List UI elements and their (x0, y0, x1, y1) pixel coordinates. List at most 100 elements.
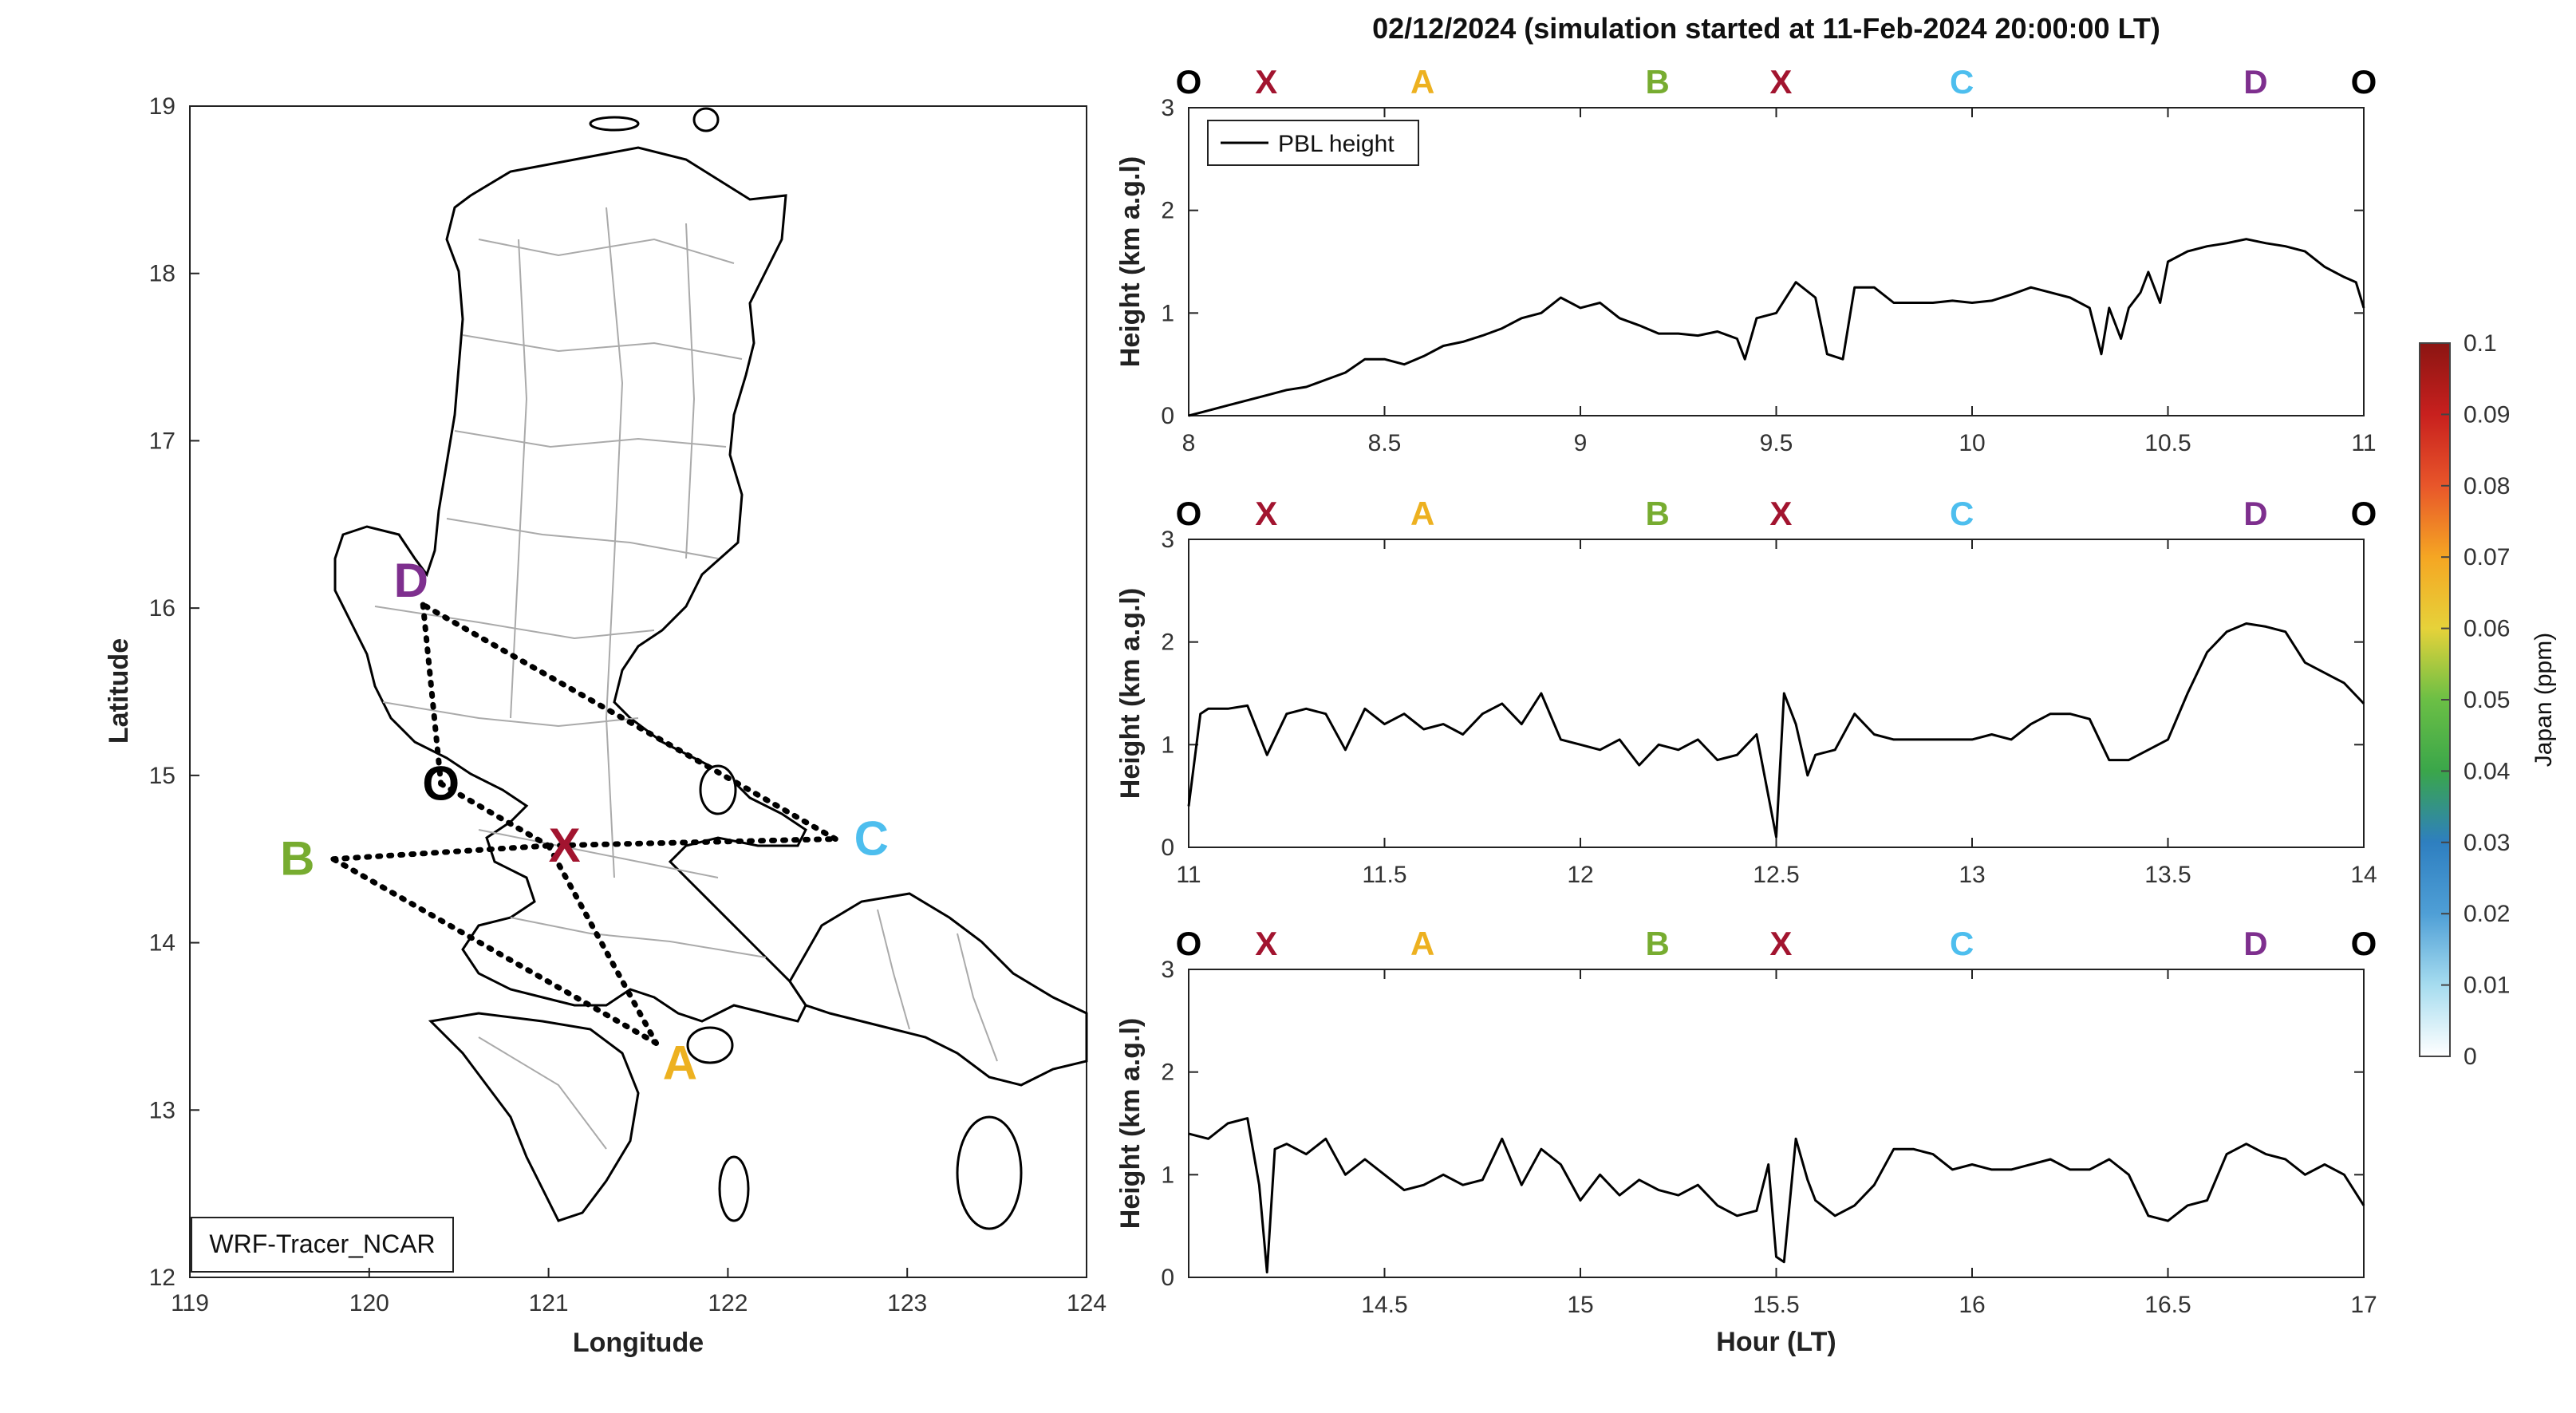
route-line-d-o (420, 602, 444, 787)
panel-x-tick-label: 16.5 (2144, 1292, 2191, 1318)
panel-y-tick-label: 0 (1161, 835, 1174, 861)
segment-label-c: C (1950, 63, 1974, 101)
map-x-tick-label: 119 (171, 1290, 209, 1316)
panel-y-tick-label: 2 (1161, 1060, 1174, 1086)
panel-x-tick-label: 9.5 (1760, 430, 1793, 456)
route-lines (330, 602, 838, 1046)
colorbar: 0 0.01 0.02 0.03 0.04 0.05 0.06 0.07 0.08 0.09 0.1… (2419, 330, 2557, 1070)
colorbar-tick-label: 0 (2464, 1044, 2477, 1070)
map-y-tick-label: 14 (149, 930, 176, 957)
panel-y-label: Height (km a.g.l) (1115, 156, 1146, 367)
figure-title: 02/12/2024 (simulation started at 11-Feb… (1372, 12, 2160, 45)
map-y-tick-label: 18 (149, 261, 176, 287)
colorbar-tick-label: 0.02 (2464, 901, 2510, 927)
map-y-tick-label: 19 (149, 93, 176, 120)
panel-x-tick-label: 8 (1182, 430, 1196, 456)
panel-y-tick-label: 0 (1161, 1265, 1174, 1291)
source-label: WRF-Tracer_NCAR (209, 1229, 435, 1258)
bicol-peninsula-shape (788, 892, 1088, 1087)
panel-axes-box (1188, 539, 2365, 848)
map-y-tick-label: 16 (149, 595, 176, 622)
map-y-tick-label: 15 (149, 763, 176, 789)
panel-y-tick-label: 2 (1161, 198, 1174, 224)
route-point-labels: O X A B C D (280, 554, 889, 1089)
colorbar-tick-label: 0.09 (2464, 401, 2510, 428)
panel-y-tick-label: 2 (1161, 630, 1174, 656)
segment-label-x: X (1769, 63, 1792, 101)
map-landmass (333, 107, 1088, 1230)
segment-label-a: A (1410, 495, 1434, 532)
segment-label-x: X (1769, 495, 1792, 532)
colorbar-label: Japan (ppm) (2531, 633, 2557, 767)
route-line-c-d (420, 602, 838, 843)
pbl-panel-3: O X A B X C D O 14.5 15 15.5 16 16.5 17 0 1 2 3 Height (km… (1115, 925, 2377, 1357)
segment-label-c: C (1950, 495, 1974, 532)
segment-label-x: X (1255, 925, 1277, 962)
panel-x-tick-label: 15.5 (1753, 1292, 1799, 1318)
route-point-x: X (549, 819, 581, 872)
segment-label-a: A (1410, 63, 1434, 101)
panel-x-tick-label: 16 (1959, 1292, 1985, 1318)
route-point-a: A (663, 1036, 697, 1089)
segment-label-b: B (1646, 63, 1670, 101)
panel-y-label: Height (km a.g.l) (1115, 1018, 1146, 1229)
panel-x-tick-label: 10 (1959, 430, 1985, 456)
map-y-tick-label: 17 (149, 428, 176, 454)
island-shape (956, 1115, 1023, 1230)
panel-x-tick-label: 13.5 (2144, 862, 2191, 888)
route-line-x-c (546, 836, 838, 849)
island-shape (686, 1026, 734, 1064)
segment-label-a: A (1410, 925, 1434, 962)
map-x-label: Longitude (573, 1328, 704, 1358)
panel-x-label: Hour (LT) (1716, 1327, 1836, 1357)
map-x-tick-label: 120 (349, 1290, 389, 1316)
segment-label-o: O (2351, 63, 2377, 101)
panel-y-tick-label: 3 (1161, 957, 1174, 983)
colorbar-tick-label: 0.05 (2464, 687, 2510, 713)
island-shape (692, 107, 720, 132)
segment-label-x: X (1769, 925, 1792, 962)
panel-axes-box (1188, 969, 2365, 1278)
colorbar-tick-label: 0.07 (2464, 544, 2510, 570)
luzon-island-shape (333, 146, 807, 1023)
map-x-tick-label: 122 (708, 1290, 748, 1316)
segment-label-x: X (1255, 63, 1277, 101)
colorbar-tick-label: 0.1 (2464, 330, 2497, 357)
segment-label-o: O (2351, 495, 2377, 532)
segment-label-b: B (1646, 495, 1670, 532)
panel-y-tick-label: 1 (1161, 732, 1174, 758)
segment-label-o: O (2351, 925, 2377, 962)
route-point-b: B (280, 832, 314, 886)
map-y-ticks: 12 13 14 15 16 17 18 19 (149, 93, 199, 1291)
panel-y-tick-label: 0 (1161, 403, 1174, 429)
colorbar-tick-label: 0.04 (2464, 758, 2510, 784)
map-x-tick-label: 123 (887, 1290, 927, 1316)
route-point-o: O (422, 756, 460, 810)
route-point-d: D (394, 554, 428, 607)
panel-x-tick-label: 11 (1176, 862, 1201, 888)
island-shape (589, 116, 640, 132)
map-y-tick-label: 12 (149, 1265, 176, 1291)
panel-y-tick-label: 3 (1161, 527, 1174, 553)
panel-x-tick-label: 10.5 (2144, 430, 2191, 456)
panel-x-tick-label: 11 (2351, 430, 2376, 456)
colorbar-tick-label: 0.03 (2464, 830, 2510, 856)
pbl-height-line (1188, 238, 2365, 417)
colorbar-ticks: 0 0.01 0.02 0.03 0.04 0.05 0.06 0.07 0.08 0.09 0.1 (2441, 330, 2510, 1070)
segment-label-o: O (1176, 495, 1202, 532)
pbl-panel-1: O X A B X C D O 8 8.5 9 9.5 10 10.5 11 0 1 2 3 Height (km a… (1115, 63, 2377, 456)
panel-x-tick-label: 11.5 (1362, 862, 1406, 888)
panel-x-tick-label: 12 (1567, 862, 1593, 888)
route-line-b-x (330, 843, 552, 862)
colorbar-tick-label: 0.06 (2464, 616, 2510, 642)
panel-x-tick-label: 14.5 (1361, 1292, 1407, 1318)
panel-x-tick-label: 8.5 (1368, 430, 1402, 456)
panel-x-tick-label: 17 (2350, 1292, 2377, 1318)
legend-label: PBL height (1278, 131, 1395, 157)
panel-x-tick-label: 15 (1567, 1292, 1593, 1318)
route-line-o-x (438, 780, 552, 849)
panel-x-tick-label: 13 (1959, 862, 1985, 888)
map-x-tick-label: 121 (529, 1290, 569, 1316)
